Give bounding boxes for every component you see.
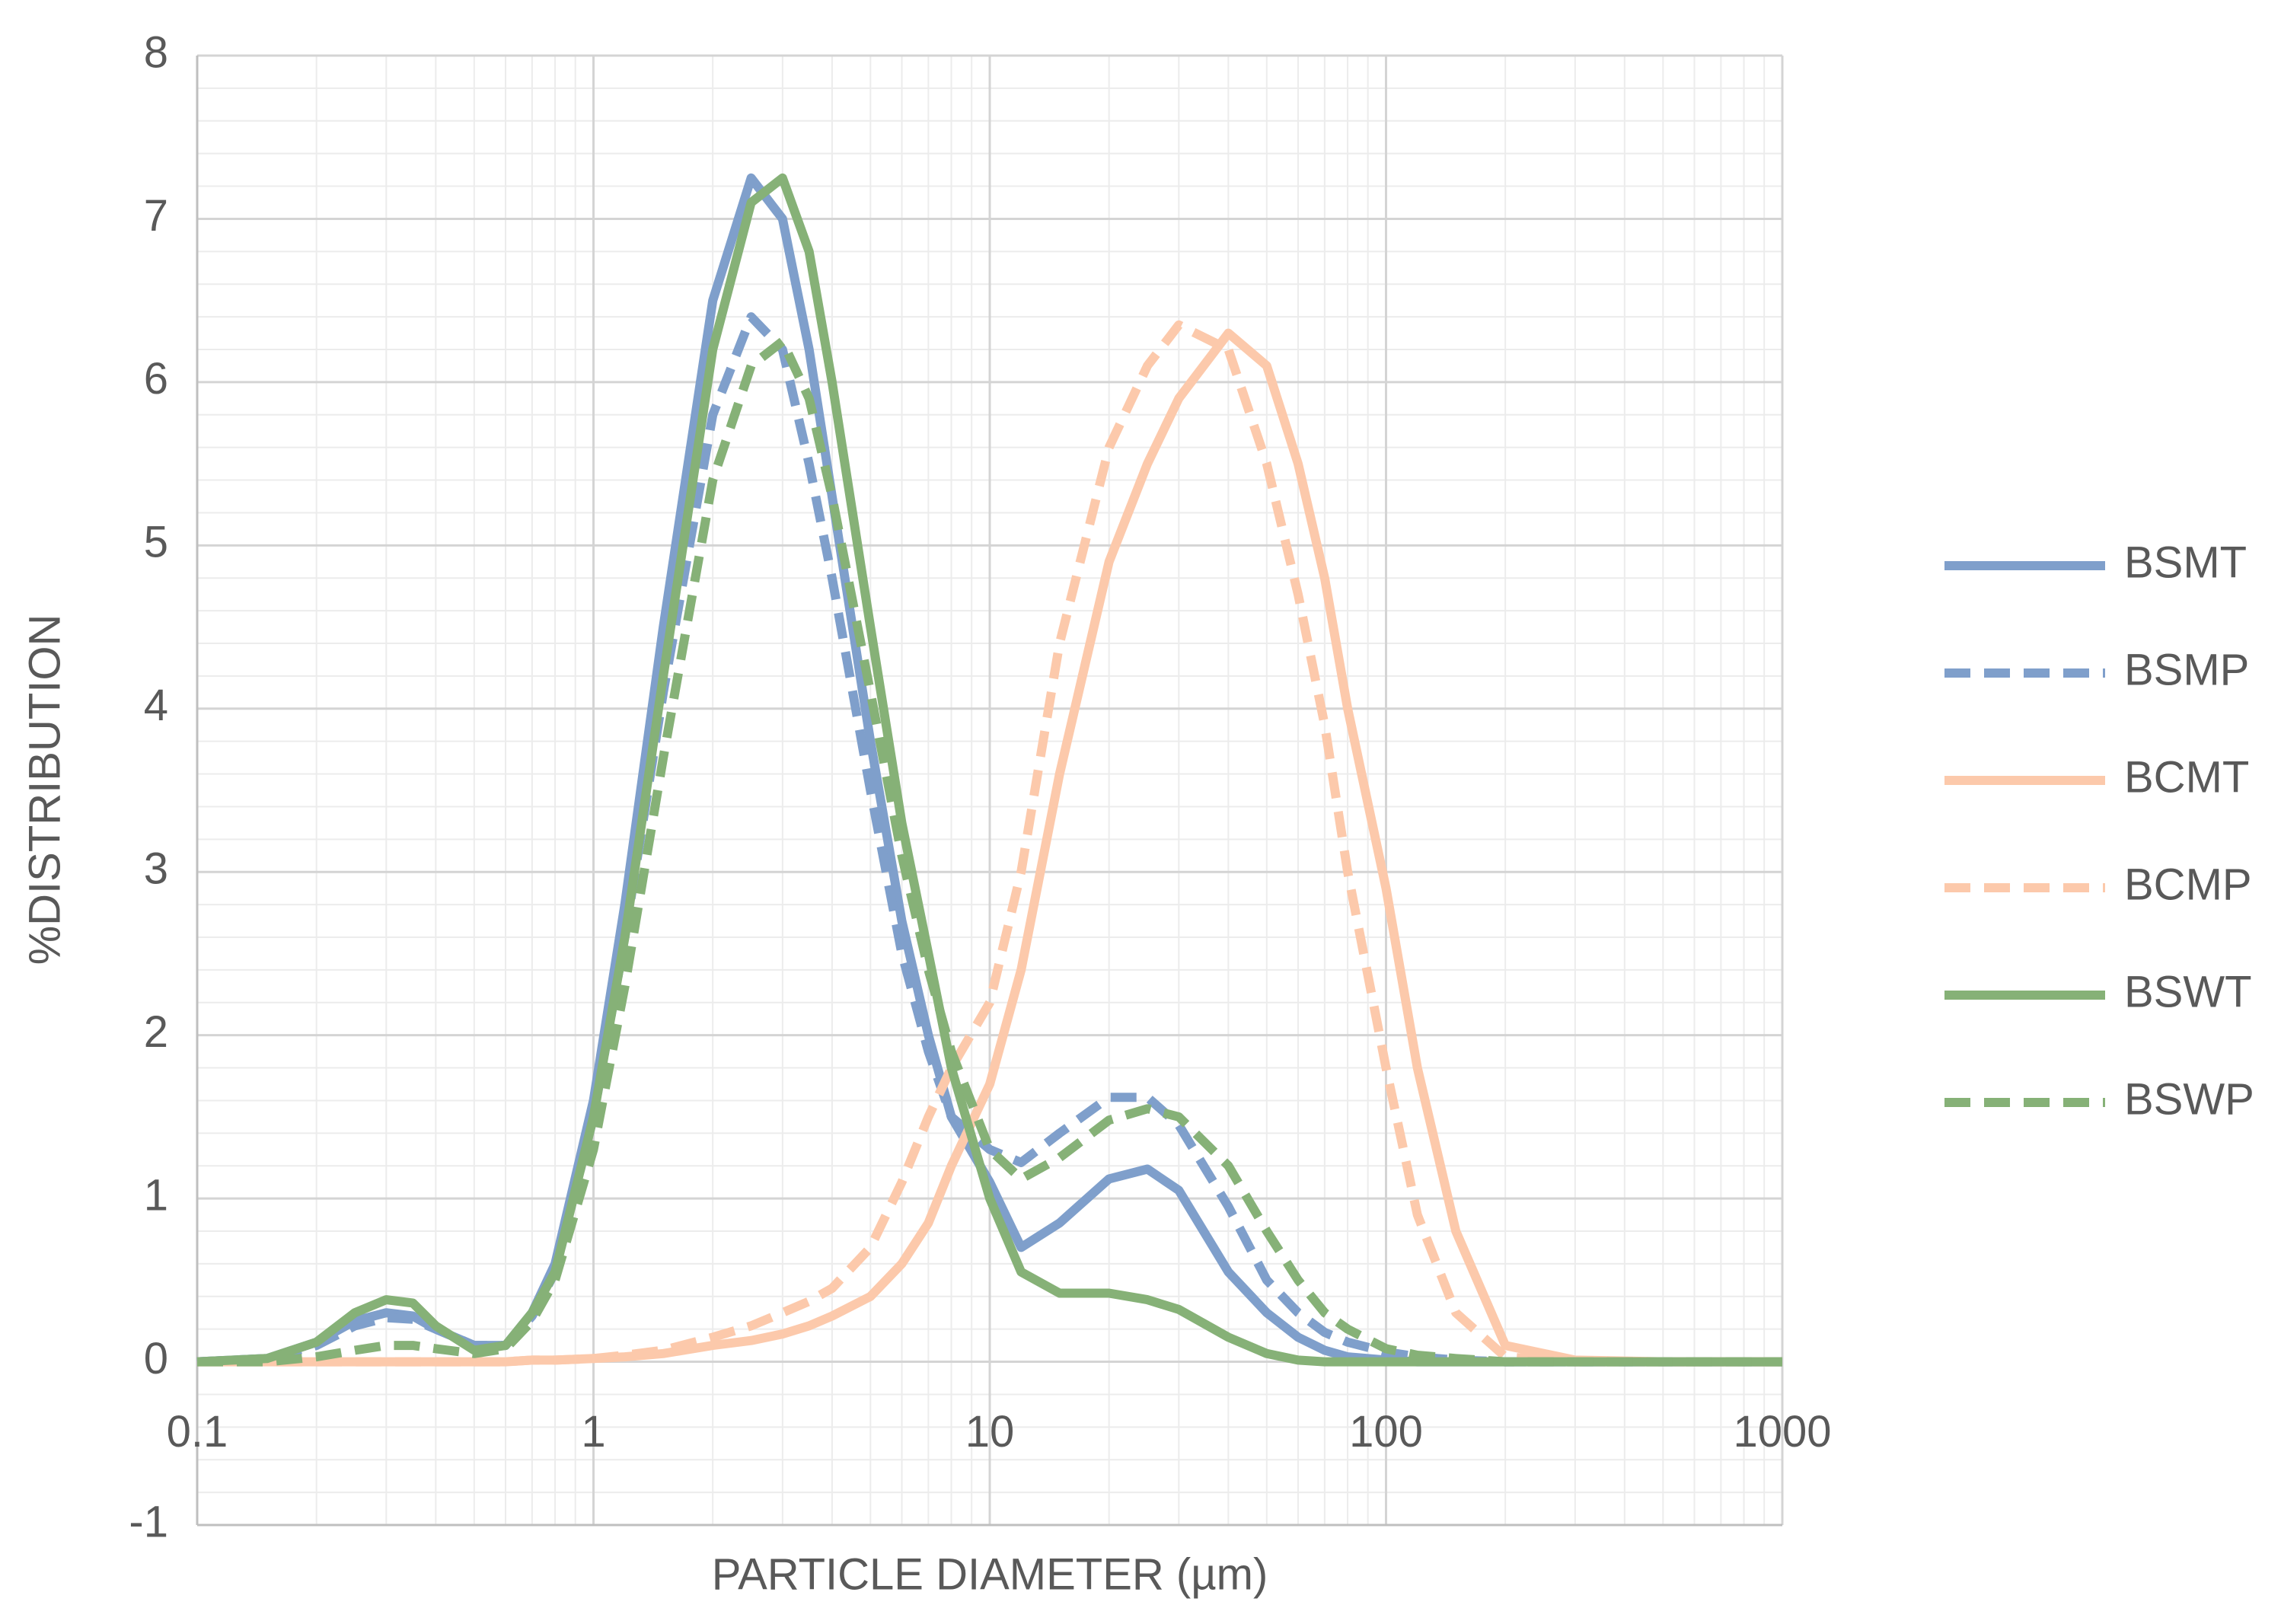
x-tick-label: 100	[1349, 1407, 1423, 1456]
legend-label: BCMT	[2124, 752, 2249, 802]
y-tick-label: 8	[144, 27, 168, 77]
y-tick-label: 5	[144, 518, 168, 567]
series-line	[197, 328, 1782, 1367]
y-tick-label: 7	[144, 191, 168, 241]
y-tick-label: 0	[144, 1334, 168, 1383]
y-tick-label: 3	[144, 844, 168, 894]
grid	[196, 54, 1784, 1527]
x-tick-label: 10	[965, 1407, 1015, 1456]
x-tick-label: 0.1	[167, 1407, 228, 1456]
legend-label: BCMP	[2124, 860, 2252, 909]
x-tick-label: 1	[581, 1407, 605, 1456]
x-tick-label: 1000	[1733, 1407, 1831, 1456]
series-line	[196, 173, 1782, 1367]
legend-label: BSMT	[2124, 538, 2247, 587]
y-tick-label: 4	[144, 681, 168, 730]
legend-label: BSMP	[2124, 645, 2249, 694]
series-line	[196, 312, 1782, 1367]
y-tick-label: 6	[144, 354, 168, 404]
series-line	[197, 337, 1782, 1367]
y-tick-label: 2	[144, 1007, 168, 1057]
legend-label: BSWT	[2124, 967, 2252, 1016]
x-axis-label: PARTICLE DIAMETER (µm)	[712, 1549, 1268, 1599]
plot-lines	[196, 173, 1782, 1367]
series-line	[197, 320, 1782, 1367]
legend: BSMT BSMP BCMT BCMP BSWT BSWP	[1944, 538, 2254, 1124]
y-tick-label: -1	[129, 1497, 168, 1546]
y-axis-label: %DISTRIBUTION	[20, 614, 69, 965]
y-tick-label: 1	[144, 1170, 168, 1220]
legend-label: BSWP	[2124, 1074, 2254, 1124]
labels: -1 0 1 2 3 4 5 6 7 8 0.1 1 10 100 1000	[129, 27, 1831, 1546]
